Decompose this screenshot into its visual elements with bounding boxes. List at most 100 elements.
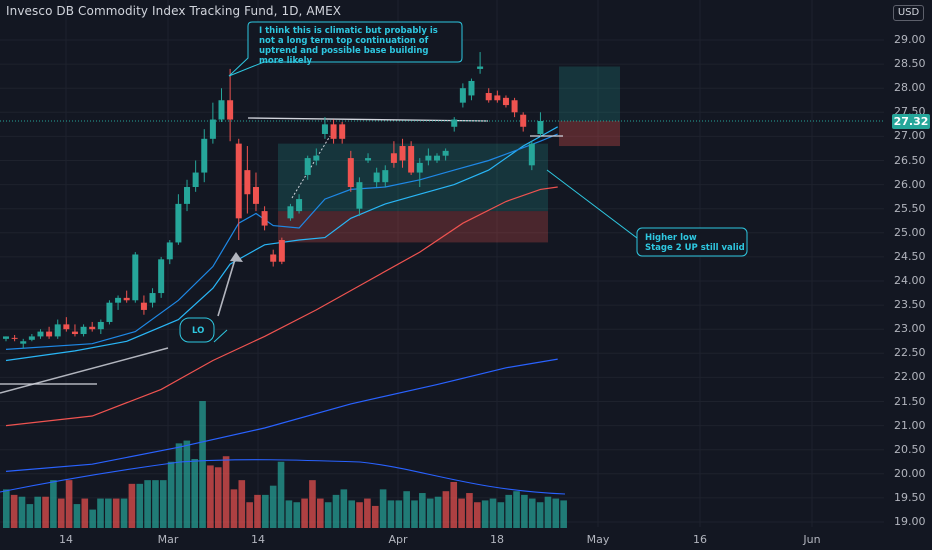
candle-body: [244, 170, 251, 195]
trendline: [0, 347, 169, 394]
volume-bars: [3, 401, 567, 528]
volume-bar: [466, 493, 473, 528]
candle-body: [485, 93, 492, 101]
candle-body: [89, 326, 96, 330]
candle-body: [123, 297, 130, 301]
volume-bar: [552, 498, 560, 528]
price-tick-label: 21.00: [894, 418, 926, 432]
volume-bar: [97, 498, 104, 528]
candle-body: [390, 153, 397, 163]
volume-bar: [309, 480, 316, 528]
last-price-label: 27.32: [892, 114, 930, 129]
position-boxes: [278, 66, 620, 243]
higher-low-line1: Higher low: [645, 233, 697, 243]
volume-bar: [528, 498, 536, 528]
candle-body: [451, 119, 458, 127]
candle-body: [339, 124, 346, 139]
currency-badge[interactable]: USD: [893, 5, 924, 21]
price-tick-label: 29.00: [894, 33, 926, 46]
time-tick-label: 16: [693, 533, 707, 546]
candle-body: [28, 336, 35, 340]
candle-body: [140, 302, 147, 310]
trendline-drawings: [0, 117, 884, 394]
volume-bar: [450, 482, 458, 528]
candle-body: [347, 158, 354, 188]
volume-bar: [81, 498, 89, 528]
candle-body: [270, 254, 277, 262]
candle-body: [37, 331, 44, 337]
volume-bar: [222, 456, 230, 528]
higher-low-callout: [636, 227, 748, 257]
higher-low-line2: Stage 2 UP still valid: [645, 243, 745, 253]
lo-label: LO: [192, 326, 205, 336]
volume-average-line: [0, 459, 566, 495]
time-tick-label: May: [586, 533, 610, 546]
candle-body: [416, 162, 423, 173]
annotation-callouts: [179, 21, 748, 343]
chart-title: Invesco DB Commodity Index Tracking Fund…: [6, 4, 342, 18]
price-tick-label: 28.00: [894, 81, 926, 95]
candle-body: [502, 97, 509, 106]
time-tick-label: 14: [59, 533, 73, 546]
price-tick-label: 20.50: [894, 442, 926, 456]
time-tick-label: Apr: [388, 533, 408, 546]
volume-bar: [387, 500, 395, 528]
volume-bar: [89, 509, 96, 528]
candle-body: [201, 138, 208, 173]
candle-body: [11, 337, 18, 339]
volume-bar: [238, 480, 246, 528]
volume-bar: [207, 465, 214, 528]
volume-bar: [536, 502, 544, 528]
volume-bar: [332, 494, 340, 528]
ema-long-line: [5, 358, 558, 472]
candle-body: [494, 95, 501, 101]
lo-callout: [179, 317, 215, 343]
volume-bar: [505, 494, 512, 528]
volume-bar: [183, 440, 191, 528]
volume-bar: [254, 494, 261, 528]
candle-body: [520, 114, 527, 127]
ema-mid-line: [5, 126, 558, 362]
volume-bar: [277, 461, 285, 528]
target-zone: [559, 66, 620, 121]
volume-bar: [489, 498, 497, 528]
moving-average-lines: [0, 126, 566, 495]
candle-body: [209, 119, 216, 139]
volume-bar: [521, 494, 528, 528]
candle-body: [80, 326, 87, 335]
candle-body: [46, 331, 53, 337]
volume-bar: [403, 491, 410, 528]
volume-bar: [544, 496, 552, 528]
candle-body: [63, 324, 70, 330]
candle-body: [459, 88, 466, 103]
volume-bar: [513, 491, 520, 528]
candle-body: [304, 158, 311, 175]
volume-bar: [458, 498, 465, 528]
ema-fast-line: [5, 133, 558, 350]
top-note-text: I think this is climatic but probably is…: [259, 26, 438, 66]
volume-bar: [442, 491, 450, 528]
volume-bar: [144, 480, 151, 528]
volume-bar: [230, 489, 238, 528]
candle-body: [408, 146, 415, 173]
volume-bar: [34, 496, 41, 528]
candle-body: [468, 80, 475, 96]
candle-body: [106, 302, 113, 322]
volume-bar: [419, 493, 426, 528]
candle-body: [425, 155, 432, 161]
candle-body: [54, 324, 61, 337]
candle-body: [184, 187, 191, 204]
candle-body: [287, 206, 294, 219]
volume-bar: [112, 498, 120, 528]
volume-bar: [3, 489, 10, 528]
price-tick-label: 19.50: [894, 490, 926, 504]
volume-bar: [136, 483, 144, 528]
dashed-projection: [291, 135, 331, 199]
candle-body: [373, 172, 380, 183]
candle-body: [20, 341, 27, 344]
candle-body: [115, 297, 122, 303]
volume-bar: [50, 480, 57, 528]
candle-body: [321, 124, 328, 134]
volume-bar: [371, 505, 379, 528]
